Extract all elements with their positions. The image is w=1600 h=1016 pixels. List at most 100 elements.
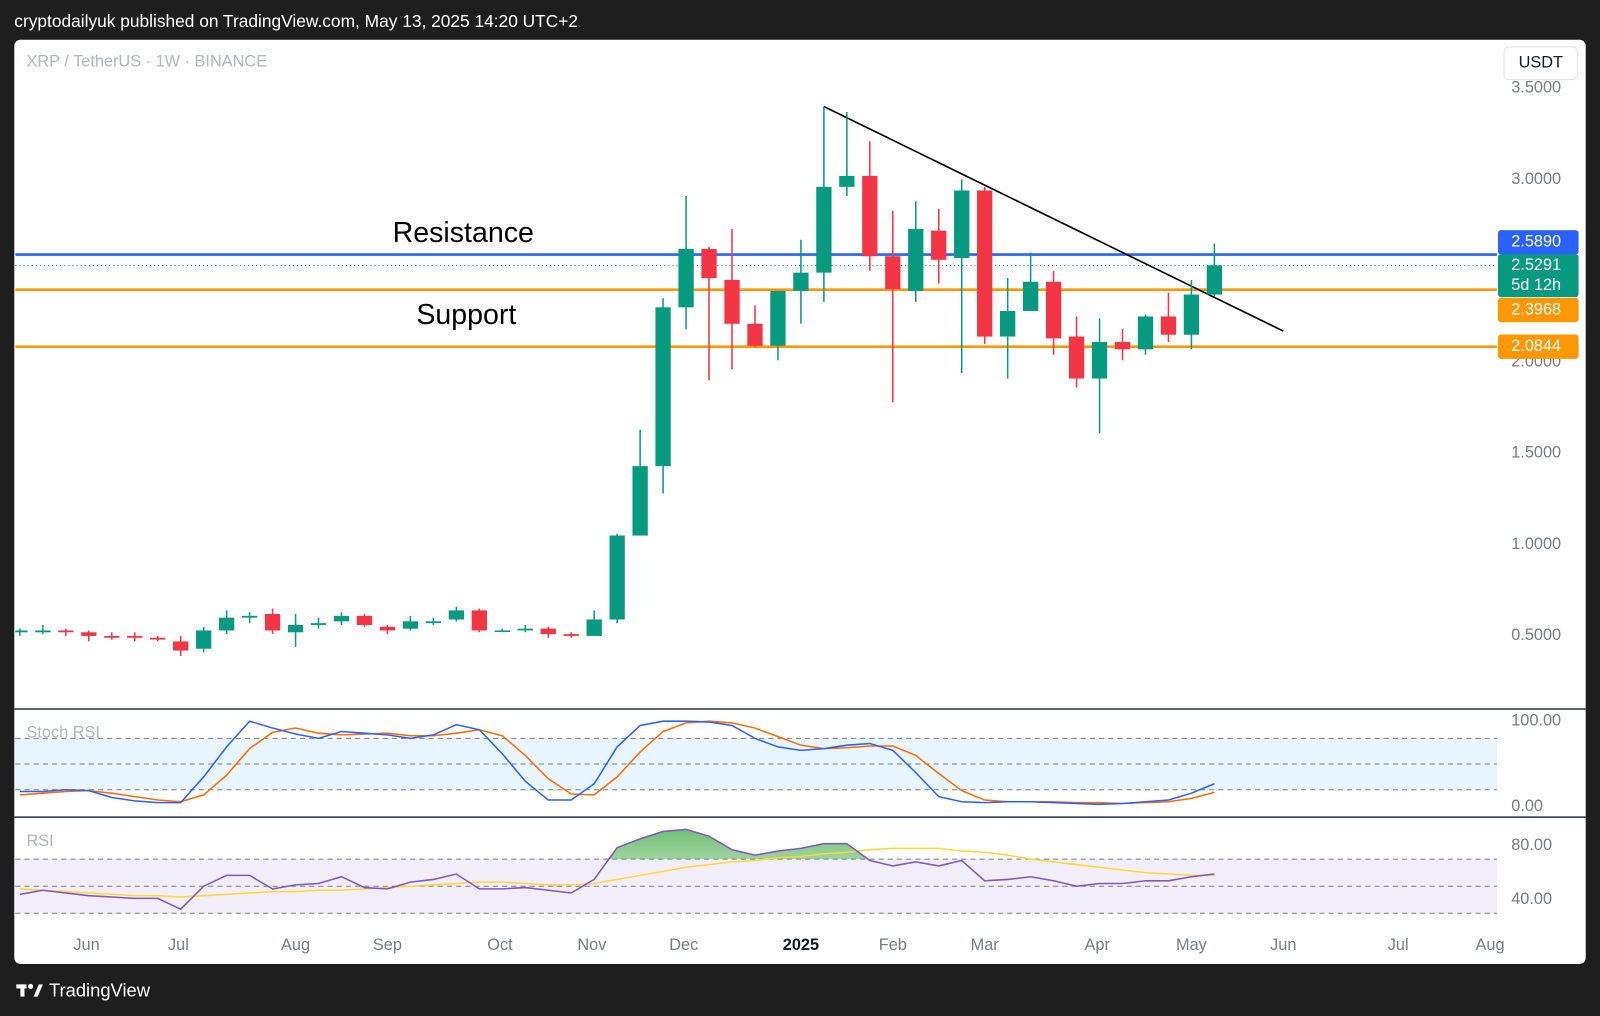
x-tick-label: Apr	[1085, 936, 1111, 954]
x-tick-label: Oct	[487, 936, 513, 954]
annotation: Resistance	[393, 217, 534, 249]
y-tick-label: 0.00	[1511, 797, 1543, 815]
candle-body	[655, 307, 671, 467]
candle-body	[379, 626, 396, 631]
publish-info: cryptodailyuk published on TradingView.c…	[14, 11, 578, 31]
candle-body	[35, 630, 51, 633]
y-tick-label: 1.0000	[1511, 535, 1561, 553]
candle-body	[816, 186, 832, 273]
x-tick-label: Jul	[1388, 936, 1409, 954]
symbol-title: XRP / TetherUS · 1W · BINANCE	[27, 53, 268, 71]
price-label-box	[1497, 297, 1579, 323]
plot-area	[15, 105, 1497, 657]
price-label: 2.3968	[1511, 300, 1561, 318]
candle-body	[448, 610, 465, 620]
candle-body	[402, 621, 419, 629]
logo-part	[33, 984, 43, 997]
candle-body	[540, 628, 556, 635]
footer-brand: TradingView	[49, 979, 151, 1000]
chart-layer: XRP / TetherUS · 1W · BINANCE 0.5000 1.000…	[14, 46, 1586, 954]
y-tick-label: 0.5000	[1511, 626, 1561, 644]
x-tick-label: Jul	[168, 936, 189, 954]
candle-body	[150, 637, 166, 640]
candle-body	[218, 617, 235, 631]
y-tick-label: 40.00	[1511, 890, 1552, 908]
candle-body	[1000, 310, 1016, 337]
candle-body	[1114, 342, 1131, 350]
candle-body	[770, 290, 786, 346]
candle-body	[1206, 265, 1223, 295]
logo-part	[20, 984, 25, 997]
x-tick-label: May	[1176, 936, 1208, 954]
last-price-label: 2.5291	[1511, 256, 1561, 274]
candle-body	[609, 535, 625, 620]
candle-body	[104, 635, 120, 638]
x-tick-label: Aug	[1476, 936, 1505, 954]
candle-body	[793, 272, 809, 291]
candle-body	[196, 630, 212, 649]
logo-part	[28, 983, 34, 989]
candle-body	[1137, 316, 1154, 350]
y-tick-label: 1.5000	[1511, 444, 1561, 462]
countdown: 5d 12h	[1511, 276, 1561, 294]
candle-body	[1160, 316, 1177, 335]
last-price-box	[1497, 254, 1579, 298]
x-tick-label: 2025	[783, 936, 819, 954]
y-tick-label: 3.5000	[1511, 79, 1561, 97]
footer-logo	[16, 983, 43, 997]
candle-body	[425, 621, 442, 624]
candle-body	[1045, 281, 1062, 339]
candle-body	[81, 632, 97, 636]
overbought-fill	[608, 829, 868, 860]
candle-body	[58, 630, 74, 633]
y-tick-label: 100.00	[1511, 712, 1561, 730]
candle-body	[563, 634, 579, 636]
x-tick-label: Feb	[879, 936, 907, 954]
candle-body	[356, 615, 373, 625]
price-label-box	[1497, 334, 1579, 359]
candle-body	[954, 190, 970, 259]
candle-body	[494, 630, 510, 632]
candle-body	[977, 190, 993, 337]
x-tick-label: Mar	[971, 936, 1000, 954]
annotation: Support	[416, 299, 516, 331]
x-tick-label: Sep	[373, 936, 402, 954]
x-tick-label: Dec	[669, 936, 698, 954]
candle-body	[724, 279, 740, 324]
candle-body	[264, 614, 281, 631]
price-label: 2.0844	[1511, 337, 1561, 355]
candle-body	[173, 641, 189, 651]
pane-title: Stoch RSI	[27, 724, 100, 742]
price-label: 2.5890	[1511, 233, 1561, 251]
price-label-box	[1497, 230, 1579, 255]
candle-body	[310, 623, 327, 625]
candle-body	[678, 248, 694, 308]
candle-body	[632, 466, 648, 536]
candle-body	[1068, 336, 1085, 379]
trendline	[823, 105, 1284, 332]
candle-body	[701, 248, 717, 279]
indicator-line	[19, 720, 1215, 806]
candle-body	[931, 230, 947, 260]
pane-title: RSI	[27, 832, 54, 850]
candle-body	[1091, 342, 1108, 379]
candle-body	[839, 175, 855, 187]
candle-body	[287, 624, 304, 633]
currency-button-box	[1503, 46, 1579, 81]
candle-body	[241, 615, 258, 618]
y-tick-label: 80.00	[1511, 836, 1552, 854]
candle-body	[885, 256, 901, 290]
chart-panel	[14, 39, 1586, 964]
candle-body	[747, 323, 763, 346]
candle-body	[1183, 294, 1200, 335]
candle-body	[862, 175, 878, 257]
candle-body	[586, 619, 602, 636]
candle-body	[471, 610, 487, 631]
candle-body	[1022, 281, 1039, 311]
currency-button[interactable]: USDT	[1519, 54, 1563, 72]
x-tick-label: Aug	[281, 936, 310, 954]
indicator-line	[19, 828, 1215, 911]
x-tick-label: Jun	[73, 936, 99, 954]
candle-body	[908, 228, 924, 291]
